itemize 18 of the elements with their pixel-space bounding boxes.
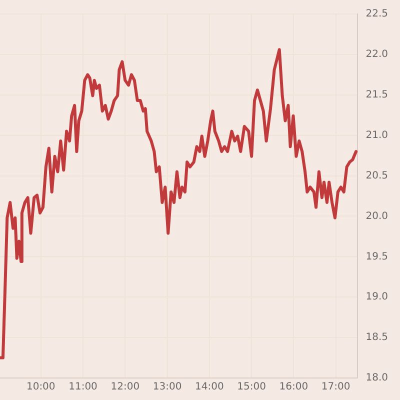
y-tick-label: 22.5 [366,8,388,20]
y-tick-label: 18.0 [366,372,388,384]
x-tick-label: 15:00 [237,382,266,393]
x-tick-label: 12:00 [110,382,140,393]
x-tick-label: 16:00 [279,382,308,393]
x-tick-label: 11:00 [68,382,98,393]
x-tick-label: 17:00 [321,382,350,393]
y-tick-label: 18.5 [366,332,388,344]
y-tick-label: 19.5 [366,251,388,262]
x-tick-label: 13:00 [152,382,182,393]
y-tick-label: 19.0 [366,292,388,303]
y-tick-label: 20.0 [366,210,388,222]
y-tick-label: 20.5 [366,170,388,182]
y-tick-label: 21.5 [366,89,388,100]
x-tick-label: 10:00 [26,382,56,393]
x-tick-label: 14:00 [195,382,224,393]
y-tick-label: 21.0 [366,130,388,141]
y-tick-label: 22.0 [366,49,388,60]
